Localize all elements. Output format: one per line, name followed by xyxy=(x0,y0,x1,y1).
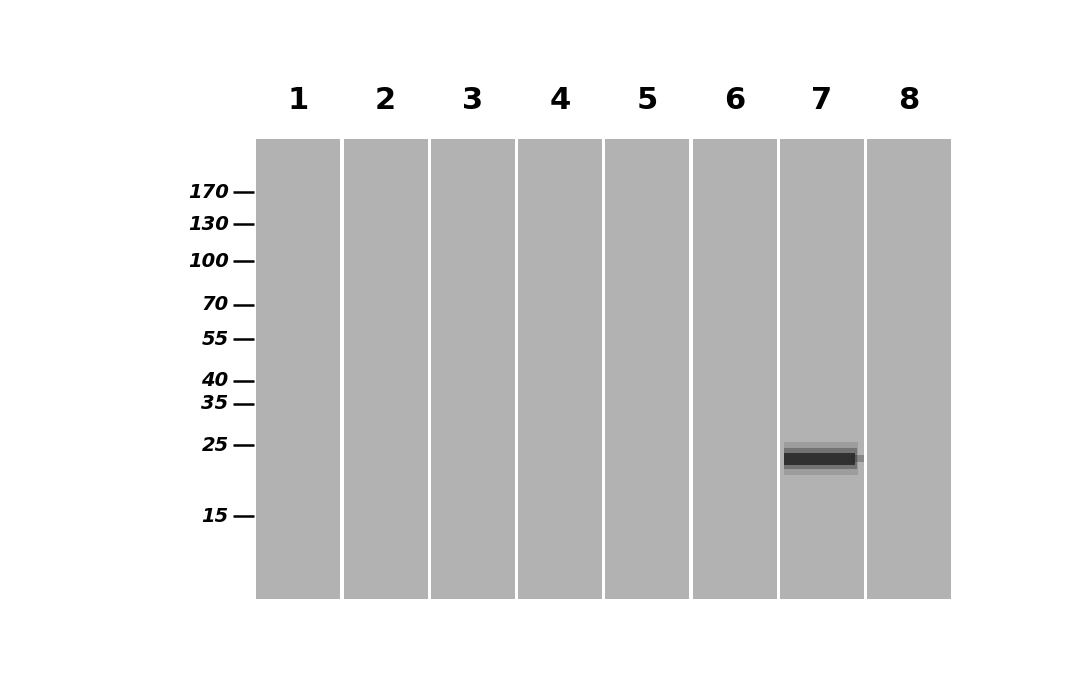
Text: 3: 3 xyxy=(462,86,484,115)
Bar xyxy=(692,139,777,599)
Bar xyxy=(867,139,951,599)
Text: 5: 5 xyxy=(637,86,658,115)
Text: 100: 100 xyxy=(188,252,229,271)
Bar xyxy=(851,455,864,462)
Text: 55: 55 xyxy=(202,330,229,349)
Text: 7: 7 xyxy=(811,86,833,115)
Text: 130: 130 xyxy=(188,215,229,234)
Text: 1: 1 xyxy=(287,86,309,115)
Bar xyxy=(784,448,856,469)
Text: 70: 70 xyxy=(202,296,229,314)
Text: 25: 25 xyxy=(202,436,229,455)
Bar xyxy=(784,453,855,465)
Text: 15: 15 xyxy=(202,507,229,526)
Bar xyxy=(606,139,689,599)
Text: 4: 4 xyxy=(550,86,570,115)
Bar xyxy=(784,442,858,475)
Bar xyxy=(431,139,515,599)
Bar xyxy=(518,139,602,599)
Text: 40: 40 xyxy=(202,371,229,390)
Bar xyxy=(343,139,428,599)
Text: 35: 35 xyxy=(202,394,229,413)
Text: 2: 2 xyxy=(375,86,396,115)
Text: 8: 8 xyxy=(899,86,920,115)
Bar xyxy=(780,139,864,599)
Text: 170: 170 xyxy=(188,183,229,202)
Bar xyxy=(256,139,340,599)
Text: 6: 6 xyxy=(724,86,745,115)
